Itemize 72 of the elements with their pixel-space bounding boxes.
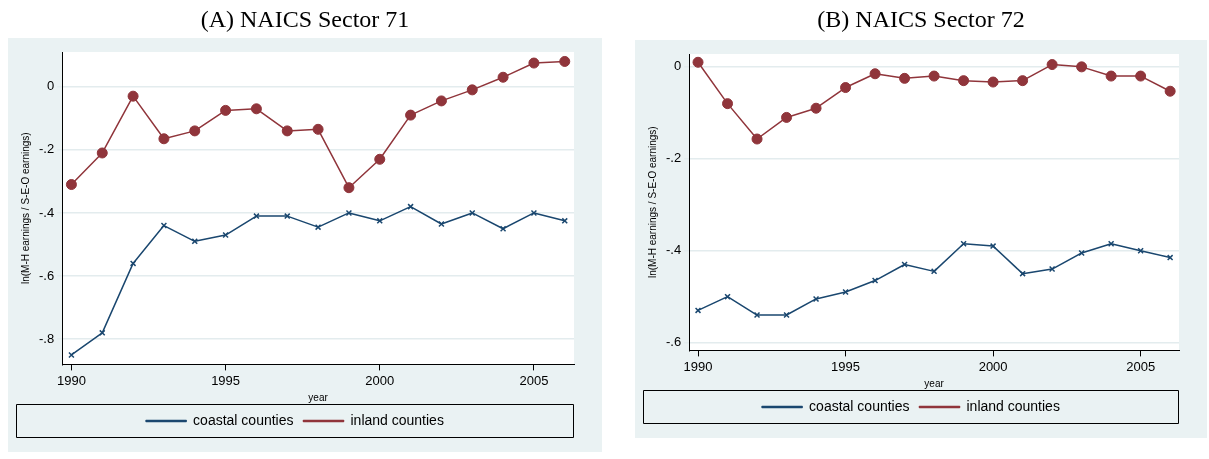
x-tick-label: 2000 bbox=[365, 372, 395, 388]
x-tick-label: 2000 bbox=[978, 358, 1008, 374]
point bbox=[314, 223, 322, 231]
y-tick-label: -.2 bbox=[39, 141, 55, 157]
point bbox=[869, 68, 881, 80]
x-tick-label: 1995 bbox=[831, 358, 861, 374]
point bbox=[751, 133, 763, 145]
point bbox=[407, 203, 414, 210]
point bbox=[466, 84, 478, 96]
y-tick-label: 0 bbox=[46, 78, 55, 94]
point bbox=[559, 55, 571, 67]
point bbox=[989, 242, 997, 250]
y-axis-title: ln(M-H earnings / S-E-O earnings) bbox=[19, 132, 31, 285]
y-tick-label: -.4 bbox=[666, 242, 682, 258]
point bbox=[810, 102, 822, 114]
point bbox=[781, 111, 793, 123]
point bbox=[1046, 59, 1058, 71]
legend-label: inland counties bbox=[966, 397, 1060, 414]
point bbox=[528, 57, 540, 69]
point bbox=[96, 147, 108, 159]
point bbox=[1048, 265, 1056, 273]
point bbox=[1164, 85, 1176, 97]
legend-label: coastal counties bbox=[193, 411, 294, 428]
point bbox=[435, 95, 447, 107]
legend-label: coastal counties bbox=[809, 397, 910, 414]
point bbox=[250, 103, 262, 115]
point bbox=[343, 182, 355, 194]
x-tick-label: 1990 bbox=[56, 372, 86, 388]
point bbox=[928, 70, 940, 82]
y-tick-label: -.4 bbox=[39, 204, 55, 220]
point bbox=[692, 56, 704, 68]
point bbox=[840, 82, 852, 94]
point bbox=[1137, 247, 1144, 254]
x-tick-label: 1990 bbox=[683, 358, 713, 374]
point bbox=[958, 75, 970, 87]
x-axis-title: year bbox=[924, 377, 945, 389]
point bbox=[1076, 61, 1088, 73]
point bbox=[374, 153, 386, 165]
point bbox=[987, 76, 999, 88]
y-tick-label: 0 bbox=[673, 58, 682, 74]
x-tick-label: 1995 bbox=[211, 372, 241, 388]
point bbox=[405, 109, 417, 121]
point bbox=[901, 261, 908, 268]
point bbox=[345, 209, 353, 217]
point bbox=[281, 125, 293, 137]
x-tick-label: 2005 bbox=[1126, 358, 1156, 374]
point bbox=[1135, 70, 1147, 82]
point bbox=[127, 90, 139, 102]
point bbox=[497, 71, 509, 83]
point bbox=[530, 209, 538, 217]
point bbox=[65, 179, 77, 191]
y-tick-label: -.6 bbox=[666, 334, 682, 350]
y-axis-title: ln(M-H earnings / S-E-O earnings) bbox=[646, 126, 658, 279]
chart-title: (A) NAICS Sector 71 bbox=[199, 6, 411, 33]
point bbox=[1017, 75, 1029, 87]
point bbox=[158, 133, 170, 145]
point bbox=[220, 104, 232, 116]
x-axis-title: year bbox=[308, 391, 329, 403]
legend-label: inland counties bbox=[350, 411, 444, 428]
x-tick-label: 2005 bbox=[519, 372, 549, 388]
point bbox=[753, 311, 761, 319]
y-tick-label: -.6 bbox=[39, 267, 55, 283]
y-tick-label: -.2 bbox=[666, 150, 682, 166]
point bbox=[722, 98, 734, 110]
chart-title: (B) NAICS Sector 72 bbox=[816, 6, 1026, 33]
point bbox=[1105, 70, 1117, 82]
y-tick-label: -.8 bbox=[39, 330, 55, 346]
point bbox=[1019, 270, 1026, 277]
point bbox=[312, 123, 324, 135]
point bbox=[899, 72, 911, 84]
point bbox=[812, 295, 820, 303]
point bbox=[189, 125, 201, 137]
